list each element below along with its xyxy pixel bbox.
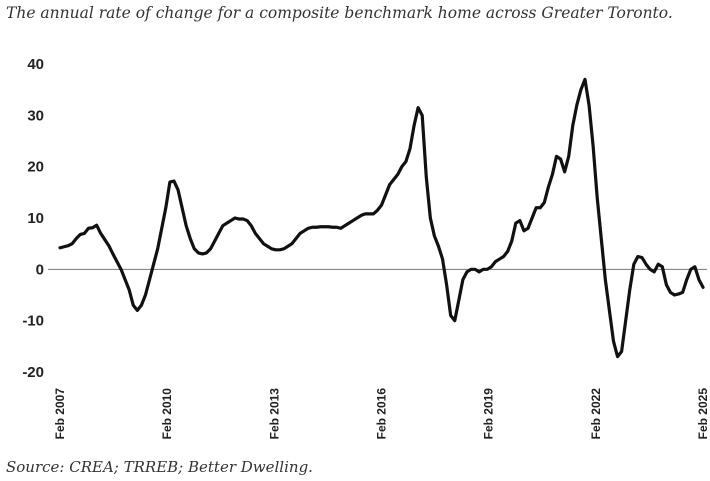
x-tick-label: Feb 2019	[482, 388, 496, 440]
y-tick-label: 40	[27, 56, 44, 73]
x-tick-label: Feb 2025	[696, 388, 710, 440]
x-tick-label: Feb 2007	[53, 388, 67, 440]
series-line	[58, 77, 705, 359]
source-note: Source: CREA; TRREB; Better Dwelling.	[6, 458, 313, 476]
y-tick-label: 10	[27, 210, 44, 227]
y-tick-label: 30	[27, 107, 44, 124]
x-tick-label: Feb 2016	[375, 388, 389, 440]
y-tick-label: -20	[22, 364, 44, 381]
y-tick-label: 20	[27, 159, 44, 176]
x-axis: Feb 2007 Feb 2010 Feb 2013 Feb 2016 Feb 2019…	[53, 388, 710, 440]
x-tick-label: Feb 2022	[589, 388, 603, 440]
chart-subtitle: The annual rate of change for a composit…	[6, 4, 673, 22]
x-tick-label: Feb 2013	[267, 388, 281, 440]
y-tick-label: 0	[36, 261, 44, 278]
y-tick-label: -10	[22, 313, 44, 330]
y-axis: 40 30 20 10 0 -10 -20	[22, 56, 44, 381]
x-tick-label: Feb 2010	[160, 388, 174, 440]
